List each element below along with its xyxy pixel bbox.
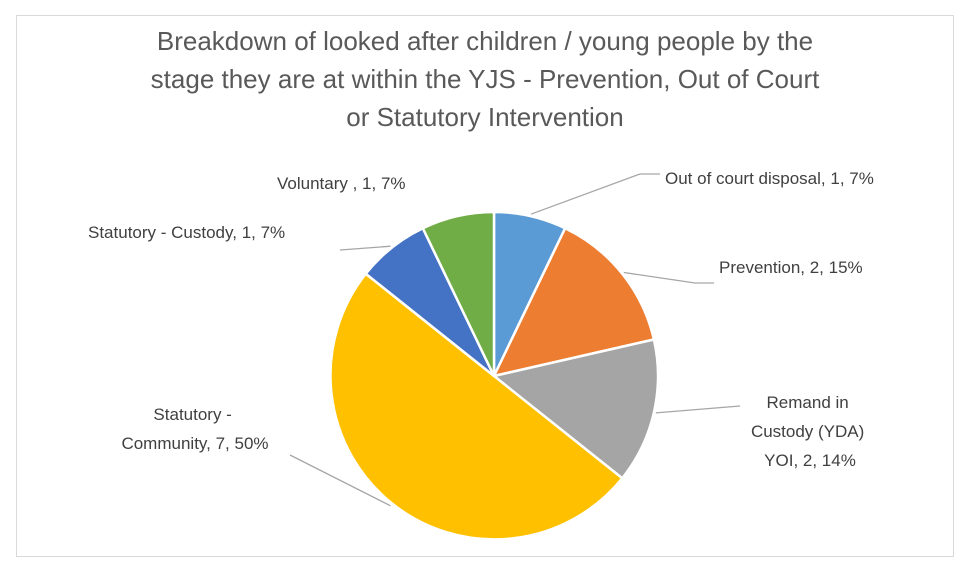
leader-line-out-of-court <box>530 173 660 215</box>
leader-line-statutory-custody <box>339 245 391 251</box>
leader-line-remand <box>655 405 741 414</box>
data-label-prevention: Prevention, 2, 15% <box>719 258 863 277</box>
leader-line-prevention <box>623 271 714 284</box>
chart-title-line-1: Breakdown of looked after children / you… <box>156 26 814 56</box>
data-label-remand-line-2: Custody (YDA) <box>751 422 864 441</box>
data-label-remand-line-1: Remand in <box>767 393 849 412</box>
data-label-community-line-1: Statutory - <box>153 405 231 424</box>
data-label-statutory-custody: Statutory - Custody, 1, 7% <box>88 223 285 242</box>
data-label-statutory-community: Statutory - Community, 7, 50% <box>121 405 268 453</box>
data-label-community-line-2: Community, 7, 50% <box>121 434 268 453</box>
data-label-out-of-court: Out of court disposal, 1, 7% <box>665 169 874 188</box>
pie-slice-statutory-community <box>329 271 624 541</box>
data-label-remand: Remand in Custody (YDA) YOI, 2, 14% <box>751 393 869 470</box>
pie-slice-prevention <box>491 226 656 378</box>
leader-lines <box>289 173 741 507</box>
data-label-voluntary: Voluntary , 1, 7% <box>277 174 406 193</box>
leader-line-statutory-community <box>289 454 391 507</box>
pie-slice-voluntary <box>421 210 496 377</box>
chart-title: Breakdown of looked after children / you… <box>0 22 970 136</box>
data-labels: Out of court disposal, 1, 7% Prevention,… <box>88 169 874 470</box>
pie-slice-remand <box>491 338 660 481</box>
chart-title-line-2: stage they are at within the YJS - Preve… <box>150 64 820 94</box>
pie-slices <box>329 210 660 541</box>
chart-title-line-3: or Statutory Intervention <box>346 102 624 132</box>
data-label-remand-line-3: YOI, 2, 14% <box>764 451 856 470</box>
